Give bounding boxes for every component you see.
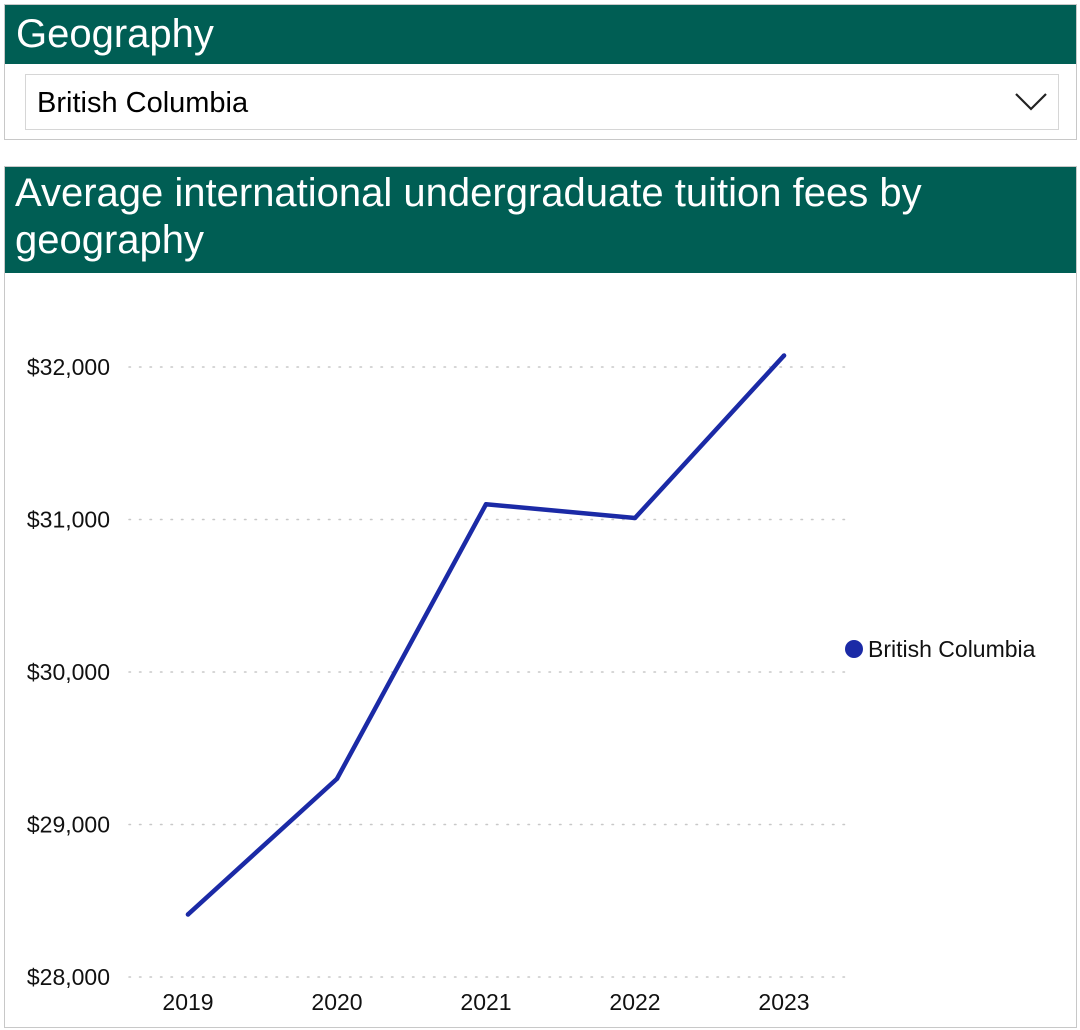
legend-marker-icon xyxy=(845,640,863,658)
x-tick-label: 2022 xyxy=(609,989,660,1015)
data-point xyxy=(632,515,638,521)
y-tick-label: $32,000 xyxy=(27,354,110,380)
x-tick-label: 2020 xyxy=(311,989,362,1015)
x-tick-label: 2021 xyxy=(460,989,511,1015)
legend-label: British Columbia xyxy=(868,636,1036,662)
chart-panel: Average international undergraduate tuit… xyxy=(4,166,1077,1028)
series-line xyxy=(185,353,787,917)
y-tick-label: $28,000 xyxy=(27,964,110,990)
chevron-down-icon[interactable] xyxy=(1014,89,1048,113)
y-tick-label: $31,000 xyxy=(27,507,110,533)
data-point xyxy=(483,502,489,507)
y-tick-label: $30,000 xyxy=(27,659,110,685)
data-point xyxy=(781,353,787,358)
chart-title: Average international undergraduate tuit… xyxy=(5,167,1076,273)
geography-dropdown[interactable]: British Columbia xyxy=(25,74,1059,130)
x-tick-label: 2019 xyxy=(162,989,213,1015)
y-tick-label: $29,000 xyxy=(27,812,110,838)
slicer-title: Geography xyxy=(5,5,1076,64)
data-point xyxy=(185,912,191,917)
dropdown-selected-value: British Columbia xyxy=(37,87,249,119)
x-tick-label: 2023 xyxy=(758,989,809,1015)
data-point xyxy=(334,776,340,781)
geography-slicer: Geography British Columbia xyxy=(4,4,1077,140)
line-chart: $28,000 $29,000 $30,000 $31,000 $32,000 2019 2… xyxy=(27,353,1036,1015)
